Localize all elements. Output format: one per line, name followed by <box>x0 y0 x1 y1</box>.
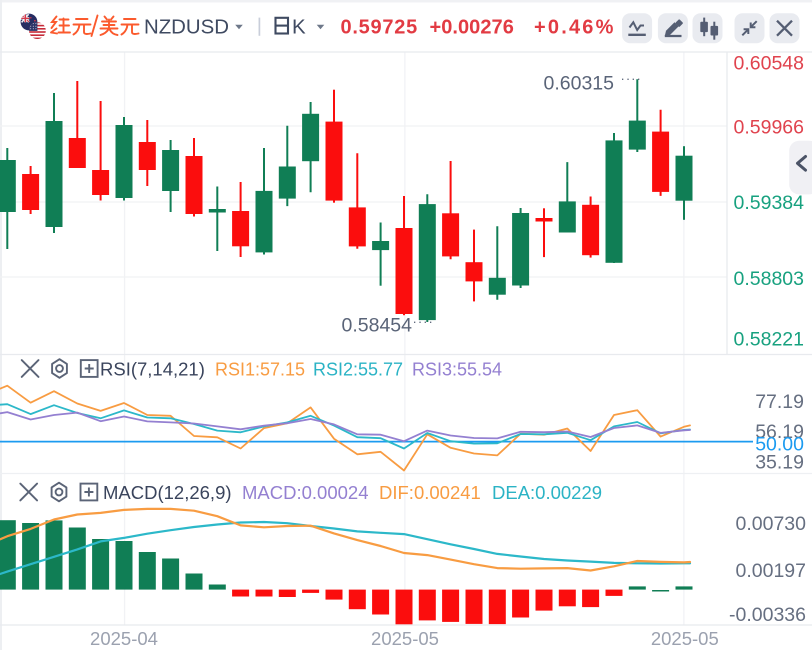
svg-text:2025-05: 2025-05 <box>651 628 719 649</box>
svg-text:0.00197: 0.00197 <box>736 560 807 582</box>
svg-text:2025-04: 2025-04 <box>90 628 158 649</box>
svg-text:2025-05: 2025-05 <box>371 628 439 649</box>
svg-text:+0.46%: +0.46% <box>534 16 616 38</box>
svg-text:56.19: 56.19 <box>755 421 804 443</box>
svg-text:K: K <box>292 16 306 39</box>
svg-text:0.59725: 0.59725 <box>341 16 419 38</box>
svg-text:RSI(7,14,21): RSI(7,14,21) <box>100 359 205 380</box>
svg-text:0.00730: 0.00730 <box>736 513 807 535</box>
svg-text:0.58454: 0.58454 <box>342 315 413 337</box>
svg-text:0.60548: 0.60548 <box>734 53 805 75</box>
svg-text:0.58803: 0.58803 <box>734 268 805 290</box>
svg-text:DIF:0.00241: DIF:0.00241 <box>379 482 481 503</box>
svg-text:····: ···· <box>413 314 434 329</box>
svg-text:50.00: 50.00 <box>755 434 804 456</box>
svg-text:MACD(12,26,9): MACD(12,26,9) <box>103 482 232 503</box>
svg-text:RSI2:55.77: RSI2:55.77 <box>313 360 403 380</box>
svg-text:0.59966: 0.59966 <box>734 117 805 139</box>
svg-text:77.19: 77.19 <box>755 391 804 413</box>
svg-text:0.58221: 0.58221 <box>734 329 805 351</box>
svg-text:35.19: 35.19 <box>755 452 804 474</box>
svg-text:DEA:0.00229: DEA:0.00229 <box>492 482 602 503</box>
svg-text:0.59384: 0.59384 <box>734 192 805 214</box>
svg-text:RSI3:55.54: RSI3:55.54 <box>412 360 502 380</box>
svg-text:0.60315: 0.60315 <box>544 73 615 95</box>
svg-text:NZDUSD: NZDUSD <box>144 17 229 39</box>
svg-text:MACD:0.00024: MACD:0.00024 <box>242 482 368 503</box>
svg-text:RSI1:57.15: RSI1:57.15 <box>215 360 305 380</box>
svg-text:····: ···· <box>621 71 642 86</box>
svg-text:+0.00276: +0.00276 <box>430 16 514 38</box>
svg-text:-0.00336: -0.00336 <box>729 604 806 626</box>
